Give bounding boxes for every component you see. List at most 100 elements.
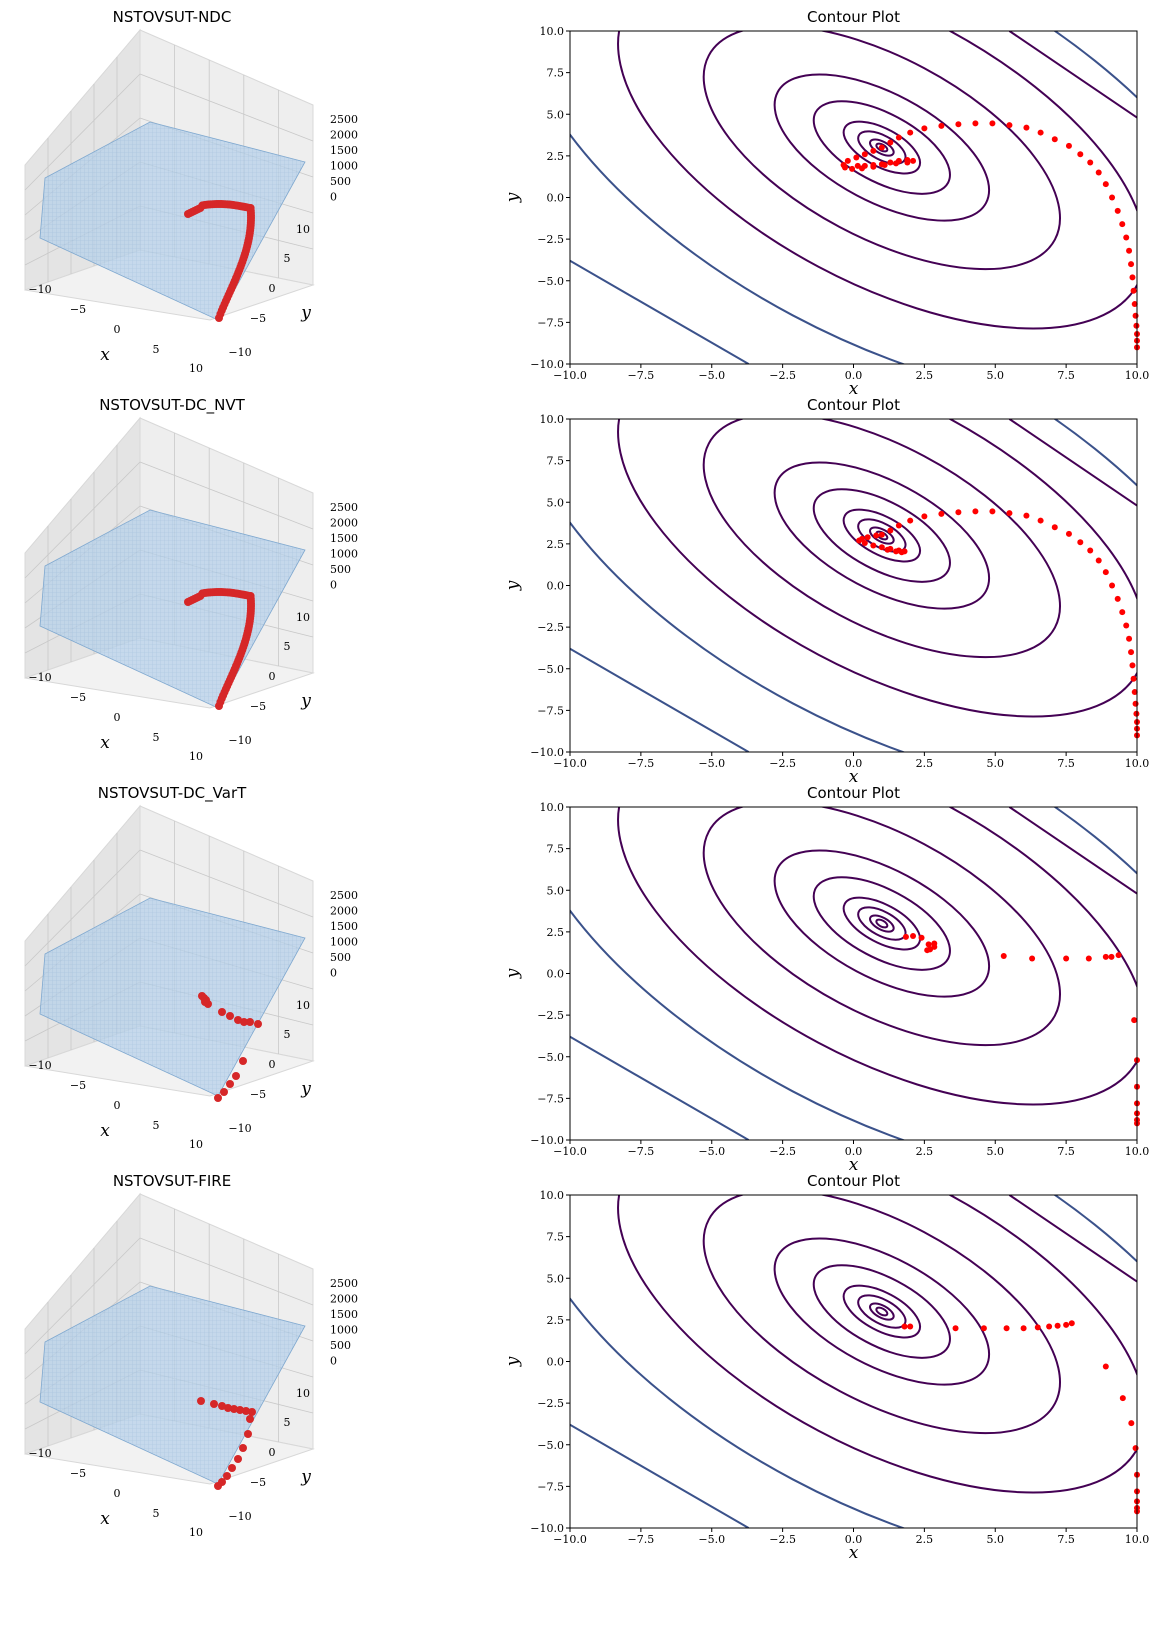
contour-line [570, 1195, 1137, 1528]
trajectory-point-3d [226, 1080, 234, 1088]
trajectory-point [1034, 1324, 1041, 1331]
x-tick-label: −5 [70, 691, 86, 704]
y-tick-label: −5 [250, 1476, 266, 1489]
y-axis-label: y [300, 1467, 311, 1487]
y-axis-label: y [300, 303, 311, 323]
trajectory-point-3d [184, 598, 192, 606]
z-tick-label: 2000 [330, 905, 358, 918]
x-tick-label: 2.5 [916, 369, 934, 382]
trajectory-point [921, 513, 928, 520]
contour-line-outer [570, 647, 750, 752]
y-tick-label: −7.5 [537, 1480, 564, 1493]
contour-line [773, 1237, 991, 1386]
contour-line [869, 526, 895, 545]
trajectory-point [1085, 955, 1092, 962]
z-tick-label: 1000 [330, 1324, 358, 1337]
x-tick-label: −10.0 [553, 1145, 587, 1158]
y-tick-label: −7.5 [537, 704, 564, 717]
y-tick-label: −10 [228, 734, 251, 747]
trajectory-point [878, 161, 885, 168]
y-tick-label: 10.0 [540, 1189, 565, 1202]
trajectory-point [1051, 524, 1058, 531]
x-tick-label: −2.5 [769, 369, 796, 382]
x-tick-label: −10.0 [553, 1533, 587, 1546]
trajectory-point [955, 121, 962, 128]
trajectory-point [1063, 955, 1070, 962]
trajectory-point [904, 157, 911, 164]
trajectory-point [910, 933, 917, 940]
contour-line [812, 100, 951, 195]
contour-line [812, 488, 951, 583]
x-tick-label: 2.5 [916, 1533, 934, 1546]
y-tick-label: 7.5 [547, 843, 565, 856]
trajectory-point-3d [239, 1444, 247, 1452]
surface-panel-0: NSTOVSUT-NDC −10 −5 0 5 10 x 10 5 0 −5 −10 y 2500 2000… [24, 8, 358, 375]
trajectory-point [1037, 517, 1044, 524]
trajectory-point [1095, 557, 1102, 564]
z-tick-label: 1500 [330, 144, 358, 157]
y-tick-label: −2.5 [537, 233, 564, 246]
trajectory-point [1132, 1445, 1139, 1452]
trajectory-point [989, 508, 996, 515]
trajectory-point [861, 151, 868, 158]
trajectory-point [1126, 247, 1133, 254]
contour-line [869, 138, 895, 157]
trajectory-point [878, 144, 885, 151]
x-tick-label: −10.0 [553, 369, 587, 382]
panel-title: NSTOVSUT-DC_VarT [98, 784, 247, 803]
trajectory-point-3d [218, 1478, 226, 1486]
y-tick-label: 2.5 [547, 150, 565, 163]
x-tick-label: 0.0 [845, 1533, 863, 1546]
trajectory-point-3d [210, 1400, 218, 1408]
x-tick-label: 0.0 [845, 369, 863, 382]
x-tick-label: 0 [114, 1099, 121, 1112]
trajectory-point [1114, 207, 1121, 214]
trajectory-point [1128, 1420, 1135, 1427]
trajectory-point [972, 508, 979, 515]
z-tick-label: 1000 [330, 548, 358, 561]
trajectory-point [844, 157, 851, 164]
x-tick-label: −5 [70, 303, 86, 316]
trajectory-point [1077, 539, 1084, 546]
x-tick-label: −7.5 [628, 1533, 655, 1546]
contour-lines [570, 807, 1137, 1140]
trajectory-point-3d [232, 1072, 240, 1080]
trajectory-point [1095, 169, 1102, 176]
surface-panel-3: NSTOVSUT-FIRE −10 −5 0 5 10 x 10 5 0 −5 −10 y 2500 200… [24, 1172, 358, 1539]
trajectory-point [925, 941, 932, 948]
y-tick-label: 5 [284, 1416, 291, 1429]
grid-line [24, 461, 141, 579]
trajectory-point [1126, 635, 1133, 642]
trajectory-point [1133, 322, 1140, 329]
y-tick-label: −5 [250, 312, 266, 325]
x-tick-label: 5.0 [987, 1145, 1005, 1158]
y-tick-label: −10.0 [530, 358, 564, 371]
trajectory-point [1128, 649, 1135, 656]
y-tick-label: 5.0 [547, 884, 565, 897]
trajectory-point-3d [234, 1455, 242, 1463]
x-tick-label: −5.0 [698, 757, 725, 770]
x-tick-label: −7.5 [628, 1145, 655, 1158]
z-tick-label: 1000 [330, 936, 358, 949]
trajectory-point [895, 522, 902, 529]
contour-line [857, 906, 907, 941]
trajectory-point [901, 1323, 908, 1330]
trajectory-point [1119, 1395, 1126, 1402]
y-tick-label: 10.0 [540, 25, 565, 38]
y-tick-label: 0.0 [547, 580, 565, 593]
contour-panel-3: Contour Plot −10.0 −7.5 −5.0 −2.5 0.0 2.5 5.0 7.… [503, 1172, 1149, 1563]
x-axis-label: x [849, 379, 859, 399]
trajectory-point [1133, 710, 1140, 717]
trajectory-point [861, 540, 868, 547]
trajectory-point-3d [248, 1408, 256, 1416]
contour-lines [570, 419, 1137, 752]
trajectory-point [870, 162, 877, 169]
trajectory-point [1131, 301, 1138, 308]
z-tick-label: 1500 [330, 920, 358, 933]
z-tick-label: 1500 [330, 532, 358, 545]
panel-title: Contour Plot [807, 1172, 900, 1190]
y-tick-label: −5.0 [537, 275, 564, 288]
trajectory-point-3d [230, 1405, 238, 1413]
trajectory-point [907, 517, 914, 524]
